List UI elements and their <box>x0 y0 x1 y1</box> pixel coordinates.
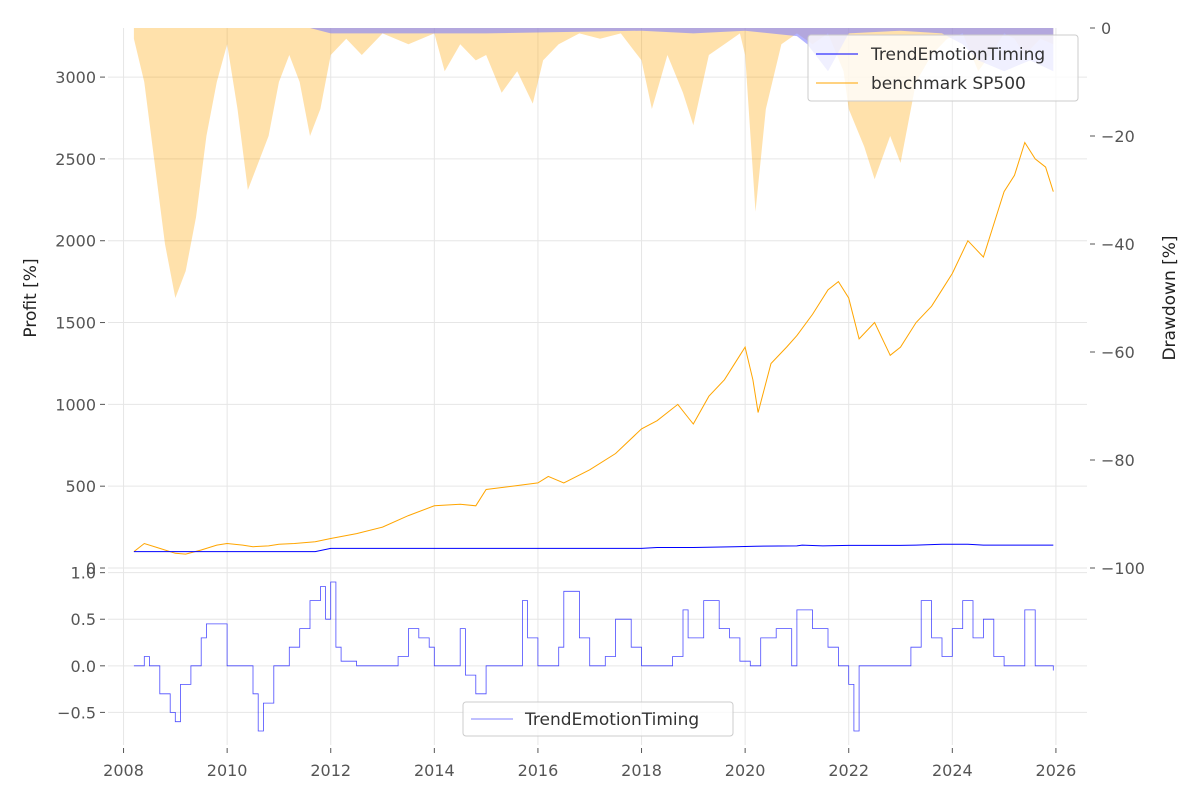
top-legend-box <box>807 34 1079 102</box>
exposure-tick-label: 0.5 <box>71 610 96 629</box>
x-tick-label: 2008 <box>103 761 144 780</box>
bottom-legend: TrendEmotionTiming <box>462 701 734 737</box>
drawdown-y-ticks: 0 −20 −40 −60 −80 −100 <box>1090 19 1145 578</box>
x-tick-label: 2020 <box>725 761 766 780</box>
drawdown-tick-label: −60 <box>1101 343 1135 362</box>
profit-tick-label: 2000 <box>55 232 96 251</box>
legend-exposure-label: TrendEmotionTiming <box>524 710 699 730</box>
x-tick-label: 2022 <box>828 761 869 780</box>
profit-lines <box>133 141 1054 555</box>
exposure-tick-label: 1.0 <box>71 564 96 583</box>
legend-benchmark-label: benchmark SP500 <box>871 74 1026 94</box>
profit-tick-label: 1000 <box>55 395 96 414</box>
x-axis-ticks: 2008 2010 2012 2014 2016 2018 2020 2022 2024 2026 <box>103 748 1076 780</box>
benchmark-profit-line <box>133 141 1054 555</box>
benchmark-drawdown-area <box>133 28 1054 298</box>
drawdown-axis-label: Drawdown [%] <box>1160 235 1180 360</box>
drawdown-tick-label: −40 <box>1101 235 1135 254</box>
bottom-legend-box <box>462 701 734 737</box>
x-tick-label: 2014 <box>414 761 455 780</box>
x-tick-label: 2016 <box>518 761 559 780</box>
top-legend: TrendEmotionTiming benchmark SP500 <box>807 34 1079 102</box>
top-panel-grid <box>108 28 1087 569</box>
exposure-lines <box>133 581 1054 732</box>
drawdown-tick-label: 0 <box>1101 19 1111 38</box>
exposure-tick-label: −0.5 <box>57 703 96 722</box>
profit-axis-label: Profit [%] <box>21 258 41 337</box>
drawdown-tick-label: −20 <box>1101 127 1135 146</box>
profit-tick-label: 1500 <box>55 314 96 333</box>
profit-tick-label: 2500 <box>55 150 96 169</box>
x-tick-label: 2018 <box>621 761 662 780</box>
strategy-profit-line <box>133 543 1054 553</box>
x-tick-label: 2026 <box>1036 761 1077 780</box>
profit-y-ticks: 0 500 1000 1500 2000 2500 3000 <box>55 68 105 578</box>
strategy-exposure-line <box>133 581 1054 732</box>
x-tick-label: 2010 <box>207 761 248 780</box>
legend-strategy-label: TrendEmotionTiming <box>870 45 1045 65</box>
drawdown-tick-label: −80 <box>1101 451 1135 470</box>
exposure-tick-label: 0.0 <box>71 657 96 676</box>
profit-tick-label: 3000 <box>55 68 96 87</box>
x-tick-label: 2024 <box>932 761 973 780</box>
profit-tick-label: 0 <box>86 559 96 578</box>
profit-tick-label: 500 <box>65 477 96 496</box>
drawdown-tick-label: −100 <box>1101 559 1145 578</box>
x-tick-label: 2012 <box>310 761 351 780</box>
exposure-y-ticks: −0.5 0.0 0.5 1.0 <box>57 564 105 722</box>
